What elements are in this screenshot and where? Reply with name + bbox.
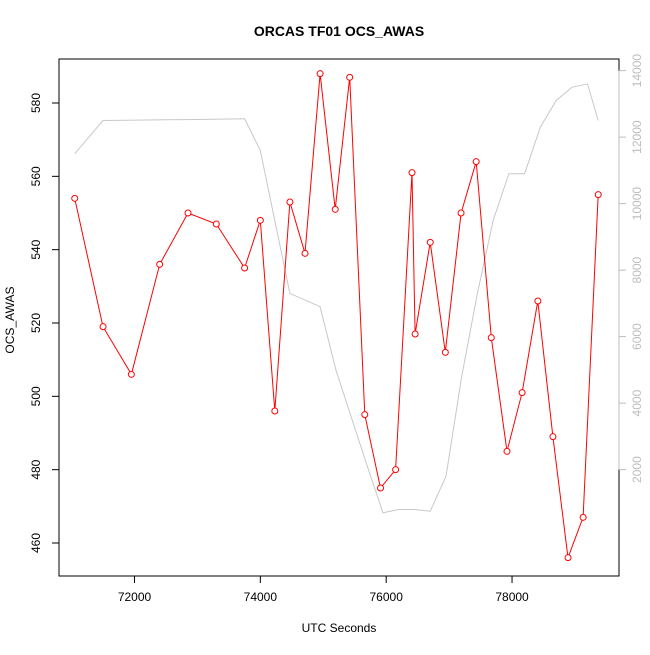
primary-series-point (392, 466, 400, 474)
primary-series-point (487, 334, 495, 342)
right-axis-tick-label: 10000 (630, 187, 644, 221)
primary-series-point (472, 158, 480, 166)
primary-series-point (271, 407, 279, 415)
x-axis-tick-label: 78000 (495, 590, 529, 604)
primary-series-point (331, 205, 339, 213)
primary-series-point (346, 73, 354, 81)
right-axis-tick-label: 4000 (630, 389, 644, 416)
x-axis-label: UTC Seconds (302, 621, 377, 635)
primary-series-point (241, 264, 249, 272)
primary-series-point (457, 209, 465, 217)
right-axis-tick-label: 12000 (630, 120, 644, 154)
primary-series-point (184, 209, 192, 217)
primary-series-point (564, 554, 572, 562)
left-axis-tick-label: 500 (29, 386, 43, 406)
right-axis-tick-label: 2000 (630, 456, 644, 483)
primary-series-point (594, 191, 602, 199)
primary-series-point (256, 216, 264, 224)
primary-series-point (316, 70, 324, 78)
y-axis-label: OCS_AWAS (3, 286, 17, 353)
primary-series-point (212, 220, 220, 228)
secondary-series (74, 83, 599, 514)
left-axis-tick-label: 540 (29, 239, 43, 259)
chart-title: ORCAS TF01 OCS_AWAS (254, 23, 424, 39)
right-axis-tick-label: 8000 (630, 256, 644, 283)
left-axis-tick-label: 460 (29, 533, 43, 553)
primary-series-point (426, 238, 434, 246)
primary-series-point (441, 348, 449, 356)
left-axis-tick-label: 520 (29, 313, 43, 333)
primary-series-point (99, 323, 107, 331)
left-axis-tick-label: 580 (29, 93, 43, 113)
primary-series-point (71, 194, 79, 202)
right-axis-tick-label: 6000 (630, 323, 644, 350)
primary-series-point (377, 484, 385, 492)
primary-series-point (408, 169, 416, 177)
primary-series-point (503, 447, 511, 455)
x-axis-tick-label: 76000 (370, 590, 404, 604)
x-axis-tick-label: 74000 (244, 590, 278, 604)
primary-series-point (411, 330, 419, 338)
primary-series-point (301, 249, 309, 257)
primary-series-point (156, 260, 164, 268)
left-axis-tick-label: 560 (29, 166, 43, 186)
secondary-series-line (74, 83, 599, 514)
primary-series-point (127, 370, 135, 378)
primary-series-point (361, 411, 369, 419)
right-y-axis: 2000 4000 6000 8000 10000 12000 14000 (618, 54, 644, 483)
primary-series-point (518, 389, 526, 397)
primary-series (71, 70, 602, 562)
left-axis-tick-label: 480 (29, 459, 43, 479)
x-axis: 72000 74000 76000 78000 (118, 575, 529, 604)
left-y-axis: 460 480 500 520 540 560 580 (29, 93, 60, 553)
primary-series-point (534, 297, 542, 305)
x-axis-tick-label: 72000 (118, 590, 152, 604)
primary-series-point (579, 513, 587, 521)
primary-series-point (286, 198, 294, 206)
primary-series-point (549, 433, 557, 441)
right-axis-tick-label: 14000 (630, 54, 644, 88)
